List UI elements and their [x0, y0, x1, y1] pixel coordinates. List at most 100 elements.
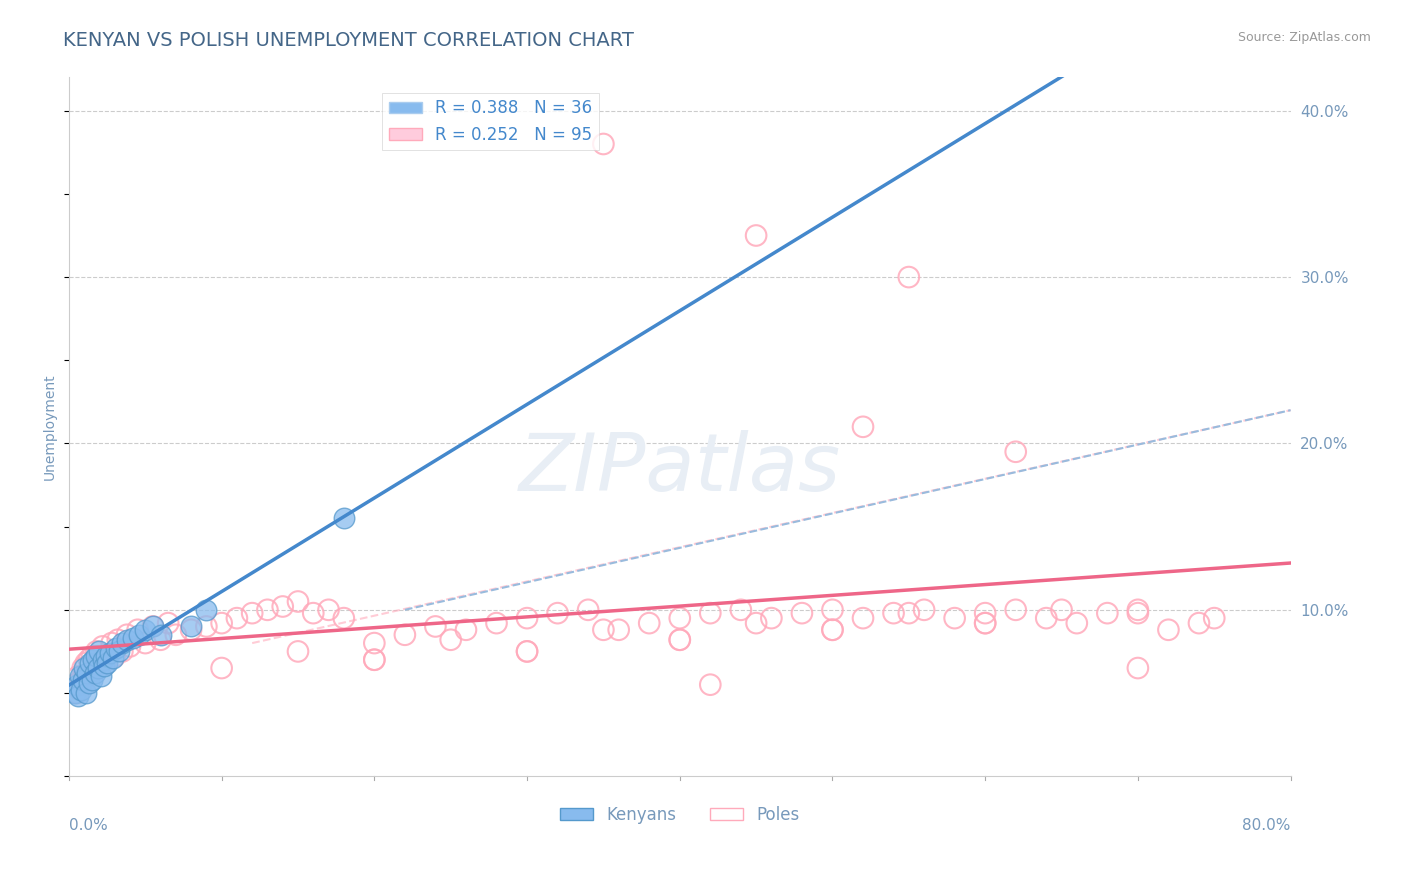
Point [90, 669, 112, 683]
Point [82, 653, 104, 667]
Point [883, 606, 905, 620]
Point [1204, 611, 1226, 625]
Point [516, 611, 538, 625]
Point [86, 644, 108, 658]
Point [63, 678, 86, 692]
Point [440, 632, 463, 647]
Point [974, 616, 997, 631]
Point [240, 606, 263, 620]
Point [363, 653, 385, 667]
Point [91, 653, 114, 667]
Point [1097, 606, 1119, 620]
Point [943, 611, 966, 625]
Y-axis label: Unemployment: Unemployment [44, 374, 58, 480]
Point [576, 603, 599, 617]
Point [149, 632, 172, 647]
Point [363, 636, 385, 650]
Point [69, 682, 91, 697]
Point [761, 611, 783, 625]
Point [111, 636, 134, 650]
Text: Source: ZipAtlas.com: Source: ZipAtlas.com [1237, 31, 1371, 45]
Point [516, 644, 538, 658]
Point [108, 644, 131, 658]
Point [1066, 616, 1088, 631]
Point [1188, 616, 1211, 631]
Text: 80.0%: 80.0% [1243, 818, 1291, 833]
Point [607, 623, 630, 637]
Point [211, 661, 233, 675]
Point [821, 623, 844, 637]
Point [745, 616, 768, 631]
Point [180, 623, 202, 637]
Point [592, 136, 614, 151]
Point [76, 666, 98, 681]
Point [115, 628, 138, 642]
Point [63, 686, 86, 700]
Point [79, 666, 101, 681]
Point [142, 619, 165, 633]
Point [1004, 603, 1026, 617]
Point [77, 676, 100, 690]
Point [103, 651, 125, 665]
Point [821, 603, 844, 617]
Point [180, 619, 202, 633]
Point [852, 419, 875, 434]
Text: KENYAN VS POLISH UNEMPLOYMENT CORRELATION CHART: KENYAN VS POLISH UNEMPLOYMENT CORRELATIO… [63, 31, 634, 50]
Point [72, 661, 94, 675]
Point [87, 661, 110, 675]
Point [745, 228, 768, 243]
Point [65, 678, 87, 692]
Point [287, 594, 309, 608]
Point [80, 673, 103, 687]
Point [1035, 611, 1057, 625]
Point [668, 632, 690, 647]
Point [516, 644, 538, 658]
Point [485, 616, 508, 631]
Point [76, 669, 98, 683]
Point [333, 611, 356, 625]
Point [100, 636, 122, 650]
Point [65, 686, 87, 700]
Point [83, 666, 105, 681]
Point [1126, 603, 1149, 617]
Point [69, 669, 91, 683]
Point [287, 644, 309, 658]
Point [638, 616, 661, 631]
Point [89, 656, 111, 670]
Point [96, 656, 118, 670]
Point [974, 616, 997, 631]
Point [821, 623, 844, 637]
Point [897, 606, 920, 620]
Point [425, 619, 447, 633]
Point [79, 656, 101, 670]
Point [127, 623, 149, 637]
Point [225, 611, 247, 625]
Point [157, 616, 180, 631]
Point [730, 603, 752, 617]
Point [77, 653, 100, 667]
Point [134, 636, 156, 650]
Point [165, 628, 187, 642]
Point [118, 640, 141, 654]
Point [699, 678, 721, 692]
Point [70, 682, 93, 697]
Point [80, 649, 103, 664]
Point [70, 673, 93, 687]
Point [107, 632, 129, 647]
Point [195, 603, 218, 617]
Point [1004, 444, 1026, 458]
Point [271, 599, 294, 614]
Point [852, 611, 875, 625]
Point [72, 673, 94, 687]
Point [547, 606, 569, 620]
Point [668, 611, 690, 625]
Point [1050, 603, 1073, 617]
Point [93, 659, 115, 673]
Point [67, 669, 90, 683]
Point [790, 606, 813, 620]
Point [86, 649, 108, 664]
Point [363, 653, 385, 667]
Point [73, 661, 96, 675]
Text: 0.0%: 0.0% [69, 818, 108, 833]
Point [122, 631, 145, 645]
